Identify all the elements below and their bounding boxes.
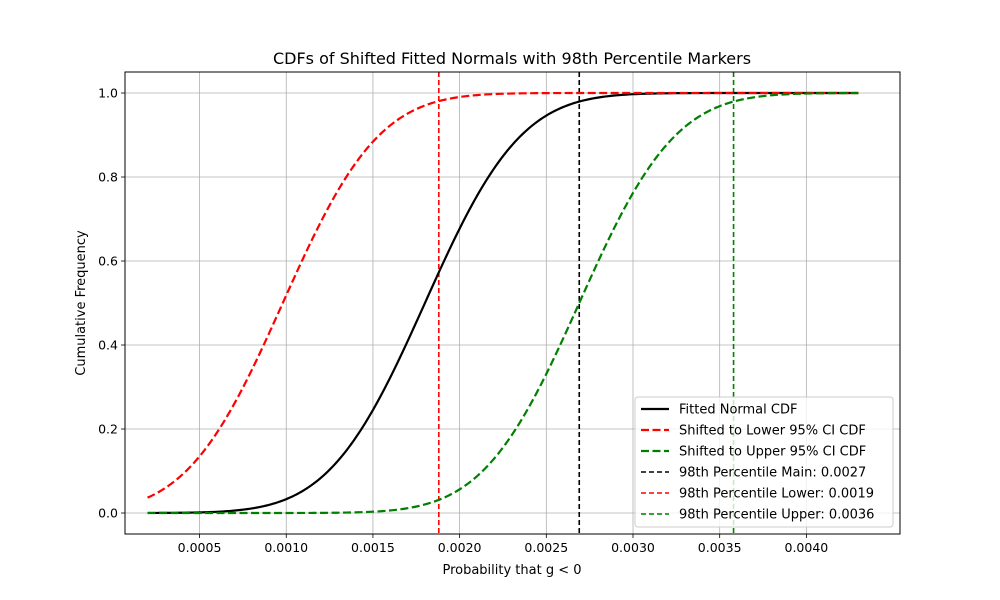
- y-axis-ticks: 0.0 0.2 0.4 0.6 0.8 1.0: [98, 86, 125, 521]
- x-axis-ticks: 0.0005 0.0010 0.0015 0.0020 0.0025 0.0030 0.00…: [178, 534, 829, 555]
- x-tick-label: 0.0035: [698, 540, 742, 555]
- x-tick-label: 0.0015: [351, 540, 395, 555]
- x-tick-label: 0.0020: [438, 540, 482, 555]
- x-axis-label: Probability that g < 0: [442, 563, 581, 578]
- x-tick-label: 0.0005: [178, 540, 222, 555]
- legend-label: Fitted Normal CDF: [679, 403, 797, 418]
- x-tick-label: 0.0010: [264, 540, 308, 555]
- y-tick-label: 0.2: [98, 422, 118, 437]
- legend-label: 98th Percentile Main: 0.0027: [679, 466, 866, 481]
- cdf-curves: [147, 91, 859, 515]
- legend: Fitted Normal CDF Shifted to Lower 95% CI…: [634, 396, 894, 528]
- chart-title: CDFs of Shifted Fitted Normals with 98th…: [273, 49, 751, 68]
- legend-entries: Fitted Normal CDF Shifted to Lower 95% CI…: [641, 403, 874, 523]
- y-tick-label: 0.6: [98, 254, 118, 269]
- x-tick-label: 0.0025: [524, 540, 568, 555]
- cdf-line: [147, 91, 859, 515]
- legend-label: Shifted to Lower 95% CI CDF: [679, 424, 866, 439]
- y-tick-label: 0.4: [98, 338, 118, 353]
- plot-frame: [124, 71, 901, 535]
- x-tick-label: 0.0030: [611, 540, 655, 555]
- y-tick-label: 1.0: [98, 86, 118, 101]
- legend-box: [634, 396, 894, 528]
- y-axis-label: Cumulative Frequency: [74, 230, 89, 376]
- legend-label: 98th Percentile Upper: 0.0036: [679, 508, 874, 523]
- y-tick-label: 0.0: [98, 506, 118, 521]
- legend-label: 98th Percentile Lower: 0.0019: [679, 487, 874, 502]
- cdf-line: [147, 91, 859, 499]
- legend-label: Shifted to Upper 95% CI CDF: [679, 445, 866, 460]
- y-tick-label: 0.8: [98, 170, 118, 185]
- x-tick-label: 0.0040: [785, 540, 829, 555]
